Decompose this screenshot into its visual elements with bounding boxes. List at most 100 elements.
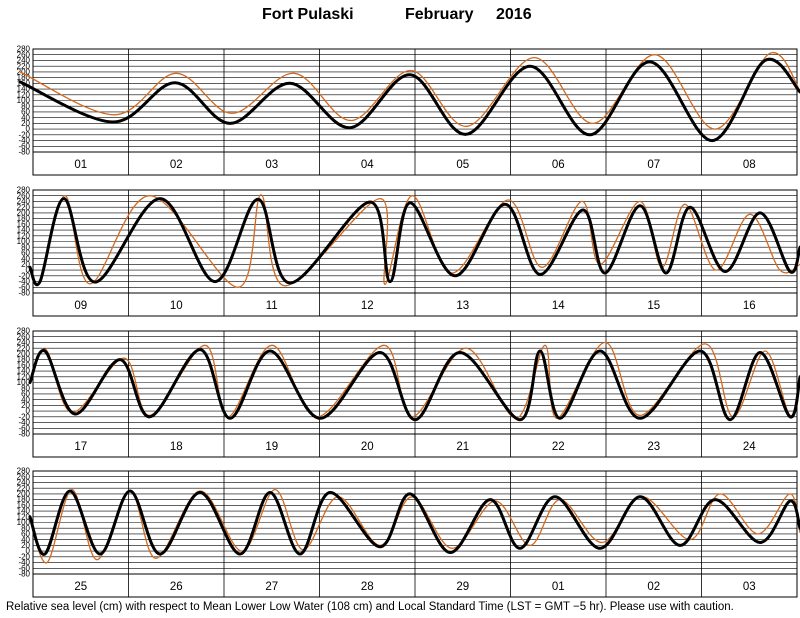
day-label: 02 xyxy=(647,581,660,593)
y-tick-label: -60 xyxy=(18,564,30,573)
y-tick-label: 20 xyxy=(21,541,30,550)
day-label: 05 xyxy=(456,159,469,171)
day-label: 15 xyxy=(647,300,660,312)
y-tick-label: 180 xyxy=(17,355,31,364)
y-tick-label: 220 xyxy=(17,344,31,353)
predicted-series-line xyxy=(19,52,800,130)
y-tick-label: 280 xyxy=(17,327,31,336)
y-tick-label: -20 xyxy=(18,271,30,280)
y-tick-label: -80 xyxy=(18,570,30,579)
day-label: 29 xyxy=(456,581,469,593)
day-label: 02 xyxy=(170,159,183,171)
y-tick-label: 120 xyxy=(17,231,31,240)
day-label: 06 xyxy=(552,159,565,171)
footer-note: Relative sea level (cm) with respect to … xyxy=(6,601,734,613)
day-label: 12 xyxy=(361,300,374,312)
day-label: 07 xyxy=(647,159,660,171)
panel-frame xyxy=(32,48,798,176)
y-tick-label: 60 xyxy=(21,390,30,399)
predicted-series-line xyxy=(29,194,800,288)
y-tick-label: 80 xyxy=(21,243,30,252)
y-tick-label: -40 xyxy=(18,277,30,286)
y-tick-label: -60 xyxy=(18,424,30,433)
day-label: 19 xyxy=(265,441,278,453)
y-tick-label: 260 xyxy=(17,191,31,200)
day-label: 11 xyxy=(266,300,278,312)
day-label: 20 xyxy=(361,441,374,453)
y-tick-label: 100 xyxy=(17,96,31,105)
day-label: 18 xyxy=(170,441,183,453)
y-tick-label: 100 xyxy=(17,378,31,387)
y-tick-label: 140 xyxy=(17,507,31,516)
y-tick-label: 240 xyxy=(17,478,31,487)
y-tick-label: -60 xyxy=(18,142,30,151)
panel-frame xyxy=(32,189,798,317)
y-tick-label: 100 xyxy=(17,518,31,527)
year-label: 2016 xyxy=(496,6,532,23)
y-tick-label: 140 xyxy=(17,85,31,94)
y-tick-label: 100 xyxy=(17,237,31,246)
y-tick-label: 80 xyxy=(21,384,30,393)
y-tick-label: 240 xyxy=(17,56,31,65)
y-tick-label: 20 xyxy=(21,260,30,269)
y-tick-label: 200 xyxy=(17,67,31,76)
observed-series-line xyxy=(28,489,800,556)
y-tick-label: 220 xyxy=(17,62,31,71)
y-tick-label: -20 xyxy=(18,412,30,421)
y-tick-label: 120 xyxy=(17,372,31,381)
y-tick-label: 240 xyxy=(17,197,31,206)
y-tick-label: 20 xyxy=(21,119,30,128)
day-label: 03 xyxy=(265,159,278,171)
y-tick-label: 60 xyxy=(21,249,30,258)
y-tick-label: 20 xyxy=(21,401,30,410)
day-label: 09 xyxy=(74,300,87,312)
day-label: 27 xyxy=(265,581,278,593)
day-label: 28 xyxy=(361,581,374,593)
y-tick-label: 160 xyxy=(17,501,31,510)
y-tick-label: 0 xyxy=(26,547,31,556)
day-label: 25 xyxy=(74,581,87,593)
y-tick-label: 260 xyxy=(17,472,31,481)
y-tick-label: 40 xyxy=(21,395,30,404)
day-label: 22 xyxy=(552,441,565,453)
day-label: 16 xyxy=(743,300,756,312)
chart-title: Fort Pulaski February 2016 xyxy=(0,4,800,26)
day-label: 26 xyxy=(170,581,183,593)
y-tick-label: -20 xyxy=(18,130,30,139)
y-tick-label: 80 xyxy=(21,102,30,111)
y-tick-label: 140 xyxy=(17,226,31,235)
observed-series-line xyxy=(28,197,800,286)
station-name: Fort Pulaski xyxy=(262,6,354,23)
y-tick-label: 60 xyxy=(21,530,30,539)
y-tick-label: 120 xyxy=(17,90,31,99)
tide-chart: 280260240220200180160140120100806040200-… xyxy=(17,45,800,598)
y-tick-label: -80 xyxy=(18,289,30,298)
y-tick-label: -40 xyxy=(18,418,30,427)
y-tick-label: 240 xyxy=(17,338,31,347)
y-tick-label: 60 xyxy=(21,108,30,117)
y-tick-label: 200 xyxy=(17,208,31,217)
y-tick-label: -60 xyxy=(18,283,30,292)
day-label: 14 xyxy=(552,300,565,312)
day-label: 04 xyxy=(361,159,374,171)
day-label: 08 xyxy=(743,159,756,171)
y-tick-label: 140 xyxy=(17,367,31,376)
y-tick-label: 180 xyxy=(17,73,31,82)
y-tick-label: 160 xyxy=(17,361,31,370)
day-label: 24 xyxy=(743,441,756,453)
y-tick-label: 220 xyxy=(17,203,31,212)
y-tick-label: 200 xyxy=(17,349,31,358)
y-tick-label: 0 xyxy=(26,125,31,134)
day-label: 13 xyxy=(456,300,469,312)
observed-series-line xyxy=(28,348,800,422)
y-tick-label: 260 xyxy=(17,332,31,341)
y-tick-label: 280 xyxy=(17,467,31,476)
y-tick-label: 280 xyxy=(17,186,31,195)
day-label: 21 xyxy=(456,441,469,453)
day-label: 10 xyxy=(170,300,183,312)
y-tick-label: 180 xyxy=(17,214,31,223)
y-tick-label: 40 xyxy=(21,113,30,122)
day-label: 17 xyxy=(74,441,87,453)
y-tick-label: -80 xyxy=(18,148,30,157)
y-tick-label: 0 xyxy=(26,407,31,416)
